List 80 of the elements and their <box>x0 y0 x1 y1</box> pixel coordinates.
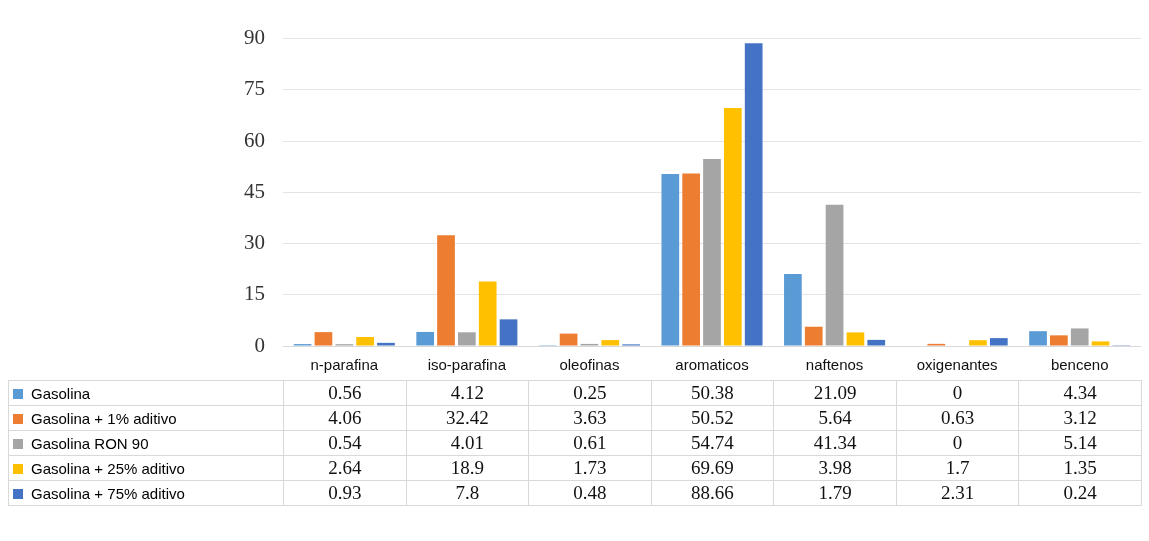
data-label: 21.09 <box>773 380 897 406</box>
data-label: 4.01 <box>406 430 529 456</box>
bar <box>804 326 823 346</box>
y-tick-label: 90 <box>244 25 265 50</box>
y-tick-label: 15 <box>244 281 265 306</box>
bar <box>969 340 987 346</box>
data-label: 0.54 <box>283 430 407 456</box>
data-label: 1.79 <box>773 480 897 506</box>
data-label: 1.7 <box>896 455 1019 481</box>
bar <box>601 340 620 346</box>
data-label: 0.93 <box>283 480 407 506</box>
bar <box>703 159 721 346</box>
data-label: 54.74 <box>651 430 774 456</box>
x-tick-label: oleofinas <box>559 356 620 374</box>
data-label: 3.63 <box>528 405 652 431</box>
data-label: 0.61 <box>528 430 652 456</box>
x-tick-label: aromaticos <box>675 356 749 374</box>
bar <box>314 332 333 346</box>
data-label: 1.73 <box>528 455 652 481</box>
y-tick-label: 75 <box>244 76 265 101</box>
data-label: 3.98 <box>773 455 897 481</box>
data-label: 7.8 <box>406 480 529 506</box>
bar <box>723 107 742 346</box>
data-label: 0 <box>896 430 1019 456</box>
data-label: 3.12 <box>1018 405 1142 431</box>
legend-label: Gasolina <box>31 384 91 402</box>
legend-label: Gasolina + 25% aditivo <box>31 459 185 477</box>
x-tick-label: naftenos <box>805 356 864 374</box>
bar <box>1029 331 1047 346</box>
bar <box>784 273 802 346</box>
data-label: 5.64 <box>773 405 897 431</box>
x-tick-label: n-parafina <box>310 356 379 374</box>
bar <box>989 338 1008 346</box>
bar <box>356 336 374 346</box>
data-label: 88.66 <box>651 480 774 506</box>
data-label: 50.52 <box>651 405 774 431</box>
data-label: 0.56 <box>283 380 407 406</box>
data-label: 32.42 <box>406 405 529 431</box>
legend-label: Gasolina RON 90 <box>31 434 149 452</box>
bar <box>437 235 455 346</box>
bar <box>1091 341 1110 346</box>
bar <box>1050 335 1068 346</box>
bar <box>377 342 395 346</box>
bar <box>846 332 865 346</box>
data-label: 0 <box>896 380 1019 406</box>
y-tick-label: 30 <box>244 230 265 255</box>
data-label: 2.64 <box>283 455 407 481</box>
y-tick-label: 45 <box>244 178 265 203</box>
data-label: 4.06 <box>283 405 407 431</box>
bar <box>744 43 763 346</box>
y-tick-label: 0 <box>254 332 265 357</box>
data-label: 0.48 <box>528 480 652 506</box>
data-label: 1.35 <box>1018 455 1142 481</box>
data-label: 41.34 <box>773 430 897 456</box>
bar <box>661 173 680 346</box>
bar <box>458 332 476 346</box>
bar <box>867 339 886 346</box>
bar <box>1070 328 1089 346</box>
data-label: 0.24 <box>1018 480 1142 506</box>
legend-label: Gasolina + 75% aditivo <box>31 484 185 502</box>
legend-label: Gasolina + 1% aditivo <box>31 409 177 427</box>
x-tick-label: benceno <box>1050 356 1109 374</box>
bar <box>559 333 578 346</box>
data-label: 4.12 <box>406 380 529 406</box>
data-label: 2.31 <box>896 480 1019 506</box>
x-tick-label: iso-parafina <box>427 356 507 374</box>
bar <box>478 281 497 346</box>
data-label: 18.9 <box>406 455 529 481</box>
data-label: 5.14 <box>1018 430 1142 456</box>
data-label: 69.69 <box>651 455 774 481</box>
data-label: 0.25 <box>528 380 652 406</box>
data-label: 50.38 <box>651 380 774 406</box>
data-label: 4.34 <box>1018 380 1142 406</box>
data-label: 0.63 <box>896 405 1019 431</box>
bar <box>825 204 844 346</box>
bar <box>416 331 435 346</box>
y-tick-label: 60 <box>244 127 265 152</box>
bar <box>682 173 701 346</box>
x-tick-label: oxigenantes <box>916 356 998 374</box>
bar <box>499 319 518 346</box>
